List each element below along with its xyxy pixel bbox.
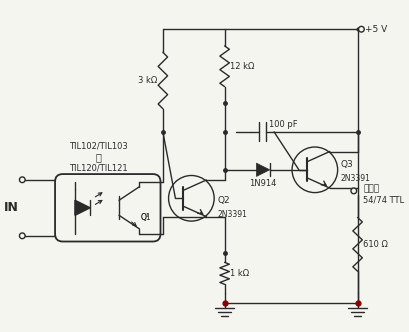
- Text: 3 kΩ: 3 kΩ: [137, 76, 157, 85]
- Text: 610 Ω: 610 Ω: [362, 240, 387, 249]
- Text: +5 V: +5 V: [364, 25, 387, 34]
- Circle shape: [358, 26, 363, 32]
- Text: IN: IN: [4, 201, 18, 214]
- Circle shape: [350, 188, 356, 194]
- Text: 12 kΩ: 12 kΩ: [230, 62, 254, 71]
- Circle shape: [19, 233, 25, 239]
- Text: 100 pF: 100 pF: [269, 120, 297, 129]
- Text: Q1: Q1: [141, 212, 151, 221]
- Text: TIL120/TIL121: TIL120/TIL121: [69, 164, 128, 173]
- Polygon shape: [75, 200, 90, 215]
- Text: 1 kΩ: 1 kΩ: [230, 269, 249, 278]
- Circle shape: [19, 177, 25, 183]
- Text: 54/74 TTL: 54/74 TTL: [362, 196, 403, 205]
- Text: 2N3391: 2N3391: [339, 174, 369, 183]
- Polygon shape: [256, 163, 269, 176]
- Text: TIL102/TIL103: TIL102/TIL103: [69, 141, 128, 150]
- Text: Q3: Q3: [339, 160, 353, 169]
- Text: 或: 或: [96, 152, 101, 162]
- Text: Q¹: Q¹: [141, 212, 150, 221]
- Text: 1N914: 1N914: [249, 179, 276, 188]
- Text: Q2: Q2: [216, 196, 229, 205]
- Text: 2N3391: 2N3391: [216, 210, 246, 219]
- Text: 输出至: 输出至: [362, 184, 378, 193]
